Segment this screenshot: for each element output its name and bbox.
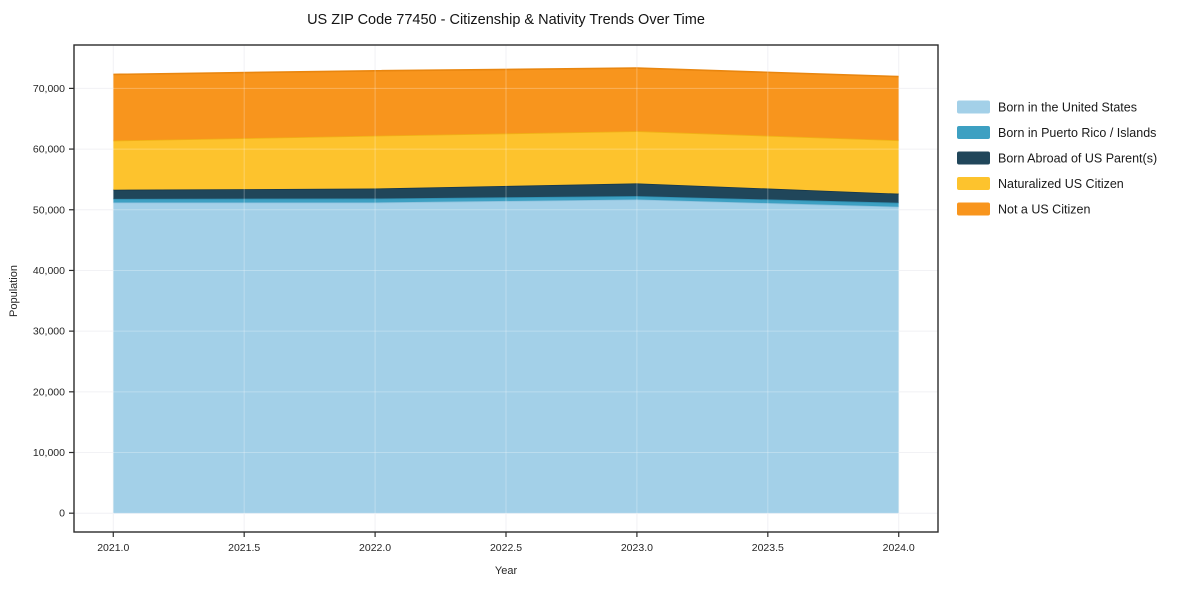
legend-swatch xyxy=(957,177,990,190)
y-axis-label: Population xyxy=(8,265,20,317)
chart-title: US ZIP Code 77450 - Citizenship & Nativi… xyxy=(307,12,705,28)
legend-item: Naturalized US Citizen xyxy=(957,177,1124,191)
stacked-areas xyxy=(113,67,899,514)
area-edge-born-abroad-of-us-parent-s xyxy=(113,182,899,195)
legend: Born in the United States Born in Puerto … xyxy=(957,100,1157,217)
y-tick-label: 30,000 xyxy=(33,326,65,338)
y-tick-label: 20,000 xyxy=(33,386,65,398)
legend-swatch xyxy=(957,151,990,165)
area-born-in-the-united-states xyxy=(113,199,899,514)
legend-item-label: Not a US Citizen xyxy=(998,203,1090,217)
x-tick-label: 2022.0 xyxy=(359,542,391,554)
x-tick-label: 2023.0 xyxy=(621,542,653,554)
y-tick-label: 40,000 xyxy=(33,265,65,277)
x-tick-label: 2024.0 xyxy=(883,542,915,554)
y-tick-label: 70,000 xyxy=(33,83,65,95)
legend-item-label: Born Abroad of US Parent(s) xyxy=(998,152,1157,166)
legend-item: Not a US Citizen xyxy=(957,202,1090,217)
legend-item-label: Born in the United States xyxy=(998,101,1137,115)
area-edge-not-a-us-citizen xyxy=(113,67,899,78)
x-tick-label: 2023.5 xyxy=(752,542,784,554)
x-tick-label: 2021.5 xyxy=(228,542,260,554)
legend-item-label: Naturalized US Citizen xyxy=(998,177,1124,191)
x-tick-label: 2022.5 xyxy=(490,542,522,554)
legend-item: Born in the United States xyxy=(957,100,1137,115)
y-tick-label: 50,000 xyxy=(33,204,65,216)
area-born-abroad-of-us-parent-s xyxy=(113,183,899,203)
y-tick-label: 0 xyxy=(59,508,65,520)
legend-item: Born in Puerto Rico / Islands xyxy=(957,126,1156,140)
area-naturalized-us-citizen xyxy=(113,131,899,194)
y-tick-label: 10,000 xyxy=(33,447,65,459)
legend-swatch xyxy=(957,100,990,114)
area-not-a-us-citizen xyxy=(113,68,899,141)
x-axis-label: Year xyxy=(495,565,518,577)
legend-swatch xyxy=(957,126,990,139)
legend-swatch xyxy=(957,202,990,216)
gridlines-overlay xyxy=(74,45,938,532)
legend-item: Born Abroad of US Parent(s) xyxy=(957,151,1157,166)
legend-item-label: Born in Puerto Rico / Islands xyxy=(998,126,1156,140)
x-tick-label: 2021.0 xyxy=(97,542,129,554)
axis-ticks: 0 10,000 20,000 30,000 40,000 50,000 60,000 70,… xyxy=(33,83,915,554)
y-tick-label: 60,000 xyxy=(33,144,65,156)
